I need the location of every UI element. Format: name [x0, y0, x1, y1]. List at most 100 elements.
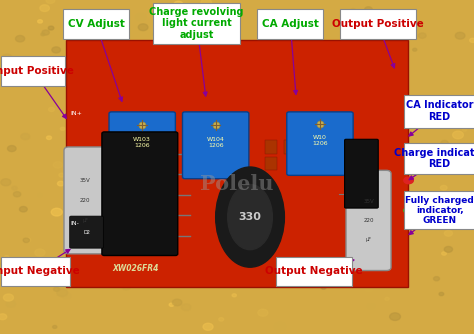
Circle shape [441, 140, 448, 146]
Circle shape [4, 256, 9, 259]
Circle shape [257, 18, 267, 25]
Circle shape [440, 185, 447, 190]
Circle shape [37, 20, 43, 23]
Circle shape [2, 54, 12, 61]
Ellipse shape [228, 184, 273, 250]
Circle shape [1, 262, 9, 267]
FancyBboxPatch shape [276, 257, 352, 286]
Text: 220: 220 [363, 218, 374, 223]
Circle shape [1, 179, 11, 186]
Text: Input Negative: Input Negative [0, 267, 80, 276]
Circle shape [404, 207, 413, 214]
Circle shape [57, 181, 64, 186]
Circle shape [365, 7, 372, 12]
FancyBboxPatch shape [153, 3, 240, 44]
FancyBboxPatch shape [287, 112, 353, 175]
Circle shape [62, 293, 71, 299]
Circle shape [350, 9, 356, 13]
Circle shape [232, 294, 237, 297]
Circle shape [52, 47, 61, 53]
Circle shape [321, 286, 326, 289]
Circle shape [13, 192, 21, 197]
Circle shape [365, 286, 373, 292]
Circle shape [19, 206, 27, 212]
FancyBboxPatch shape [346, 170, 391, 271]
Circle shape [367, 304, 375, 309]
Circle shape [138, 24, 148, 31]
Text: CA Indicator
RED: CA Indicator RED [406, 100, 474, 122]
Circle shape [169, 303, 174, 306]
Circle shape [394, 29, 405, 36]
FancyBboxPatch shape [265, 140, 277, 154]
FancyBboxPatch shape [345, 139, 378, 208]
Text: IN-: IN- [70, 221, 79, 226]
Circle shape [8, 146, 16, 152]
Text: W104
1206: W104 1206 [207, 137, 225, 148]
Text: Polelu: Polelu [200, 174, 274, 194]
Circle shape [274, 323, 286, 330]
FancyBboxPatch shape [102, 132, 178, 256]
Text: Charge indicator
RED: Charge indicator RED [393, 148, 474, 169]
Circle shape [453, 131, 464, 139]
Circle shape [17, 265, 21, 268]
Circle shape [40, 5, 49, 11]
Circle shape [147, 14, 153, 18]
Circle shape [42, 30, 49, 35]
FancyBboxPatch shape [340, 9, 416, 39]
Text: μF: μF [82, 218, 88, 223]
Circle shape [390, 313, 401, 320]
Circle shape [455, 32, 465, 39]
Circle shape [413, 48, 417, 51]
Ellipse shape [216, 167, 284, 267]
Circle shape [48, 26, 54, 30]
Text: Output Positive: Output Positive [332, 19, 424, 29]
Text: μF: μF [365, 237, 372, 241]
Circle shape [60, 127, 65, 130]
FancyBboxPatch shape [322, 140, 334, 154]
FancyBboxPatch shape [64, 147, 107, 254]
Circle shape [444, 246, 453, 252]
Text: W103
1206: W103 1206 [133, 137, 151, 148]
Text: Charge revolving
light current
adjust: Charge revolving light current adjust [149, 7, 244, 40]
Circle shape [258, 309, 268, 316]
Circle shape [6, 301, 15, 307]
Circle shape [54, 287, 59, 291]
Circle shape [57, 289, 67, 297]
FancyBboxPatch shape [265, 157, 277, 170]
Circle shape [439, 292, 444, 296]
FancyBboxPatch shape [1, 56, 65, 86]
FancyBboxPatch shape [182, 112, 249, 179]
Text: 220: 220 [80, 198, 91, 203]
FancyBboxPatch shape [303, 140, 315, 154]
Circle shape [123, 285, 130, 290]
Text: XW026FR4: XW026FR4 [112, 265, 158, 273]
Circle shape [173, 299, 182, 306]
FancyBboxPatch shape [70, 216, 103, 248]
Circle shape [46, 136, 52, 140]
Text: 35V: 35V [80, 178, 91, 183]
Circle shape [46, 0, 55, 3]
Circle shape [0, 314, 7, 320]
Circle shape [84, 30, 88, 32]
Circle shape [53, 325, 57, 328]
Circle shape [154, 31, 163, 37]
Circle shape [38, 269, 49, 277]
FancyBboxPatch shape [257, 9, 323, 39]
Circle shape [119, 20, 124, 23]
Circle shape [59, 173, 64, 177]
Circle shape [16, 35, 25, 42]
Circle shape [48, 108, 55, 112]
Text: Input Positive: Input Positive [0, 66, 74, 76]
Circle shape [464, 145, 474, 152]
FancyBboxPatch shape [284, 140, 296, 154]
Circle shape [12, 186, 18, 190]
Circle shape [428, 98, 434, 102]
FancyBboxPatch shape [1, 257, 70, 286]
Circle shape [219, 318, 224, 321]
Circle shape [22, 63, 33, 70]
Circle shape [463, 128, 467, 131]
Circle shape [470, 38, 474, 42]
FancyBboxPatch shape [109, 112, 175, 179]
Circle shape [38, 194, 42, 197]
Circle shape [3, 294, 13, 301]
